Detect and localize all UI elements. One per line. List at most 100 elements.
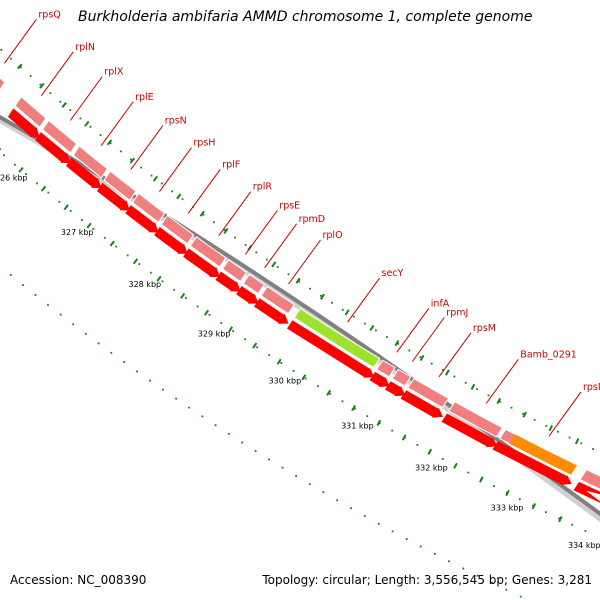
grid-dot [558, 517, 560, 520]
grid-dot [213, 221, 215, 224]
tick-mark [427, 448, 433, 455]
kbp-label-334-kbp: 334 kbp [568, 541, 600, 550]
tick-mark [505, 489, 510, 497]
grid-dot [214, 424, 217, 427]
grid-dot [308, 483, 311, 486]
gene-label-rpmj: rpmJ [446, 308, 468, 319]
grid-dot [266, 258, 268, 261]
grid-dot [201, 415, 204, 418]
grid-dot [47, 191, 50, 194]
grid-dot [545, 424, 548, 427]
grid-dot [256, 346, 259, 349]
leader-rpsd [548, 391, 582, 437]
grid-dot [181, 198, 184, 201]
grid-dot [317, 385, 319, 388]
gene-label-secy: secY [382, 268, 404, 279]
gene-arrow-secy [287, 320, 375, 378]
grid-dot [397, 342, 399, 345]
grid-dot [49, 92, 52, 95]
kbp-label-332-kbp: 332 kbp [415, 464, 448, 473]
grid-dot [363, 322, 366, 325]
grid-dot [366, 415, 369, 417]
tick-mark [84, 120, 90, 127]
gene-arrow-rpmd [236, 286, 259, 304]
grid-dot [92, 228, 95, 230]
grid-dot [149, 379, 151, 382]
grid-dot [22, 284, 24, 286]
grid-dot [79, 117, 82, 120]
leader-rpsn [130, 125, 164, 170]
tick-mark [351, 404, 357, 412]
grid-dot [59, 313, 62, 316]
grid-dot [202, 213, 205, 216]
kbp-labels: 326 kbp 327 kbp 328 kbp 329 kbp 330 kbp 331 k… [0, 174, 600, 550]
tick-mark [180, 292, 186, 299]
tick-mark [531, 503, 537, 510]
gene-block-infa [375, 359, 396, 378]
grid-dot [130, 158, 132, 161]
grid-dot [241, 441, 244, 444]
map-title: Burkholderia ambifaria AMMD chromosome 1… [78, 9, 533, 25]
grid-dot [464, 381, 467, 384]
grid-dot [476, 574, 479, 577]
grid-dot [59, 100, 62, 103]
grid-dot [58, 200, 61, 203]
gene-block-secy [293, 307, 381, 369]
gene-block-rpsn [103, 170, 137, 202]
tick-mark [271, 261, 277, 268]
grid-dot [341, 400, 344, 403]
grid-dot [568, 436, 571, 439]
grid-dot [519, 498, 521, 501]
grid-dot [150, 174, 153, 177]
gene-arrow-rpln [7, 108, 40, 138]
tick-mark [39, 82, 45, 89]
gene-label-rplf: rplF [222, 159, 240, 170]
feature-block-tail [580, 470, 600, 489]
dotted-grid-rings [0, 49, 594, 598]
grid-dot [9, 274, 12, 276]
grid-dot [309, 287, 311, 290]
gene-label-rpse: rpsE [279, 201, 300, 212]
gene-block-rpmj [391, 368, 412, 387]
grid-dot [123, 361, 126, 363]
tick-mark [522, 411, 527, 418]
tick-mark [40, 185, 47, 192]
tick-mark [203, 309, 210, 316]
tick-mark [276, 358, 282, 365]
grid-dot [36, 182, 38, 185]
grid-dot [188, 406, 191, 409]
gene-arrow-rplr [183, 248, 220, 277]
tick-mark [156, 275, 162, 282]
gene-arrow-rpmj [385, 381, 406, 397]
gene-label-rpln: rplN [75, 42, 95, 53]
grid-dot [519, 595, 522, 598]
leader-infa [396, 308, 430, 353]
kbp-label-330-kbp: 330 kbp [269, 377, 302, 386]
accession-label: Accession: NC_008390 [10, 573, 147, 587]
leader-rpln [40, 51, 74, 97]
tick-mark [86, 222, 92, 229]
gene-arrow-rpsn [97, 182, 130, 211]
grid-dot [81, 219, 83, 221]
tick-mark [401, 434, 407, 441]
kbp-label-327-kbp: 327 kbp [61, 228, 94, 237]
gene-arrow-bamb-0291 [441, 413, 498, 448]
grid-dot [138, 263, 141, 265]
leader-rpsq [3, 19, 37, 64]
grid-dot [29, 75, 32, 77]
grid-dot [208, 313, 211, 316]
grid-dot [336, 499, 339, 502]
grid-dot [430, 362, 433, 365]
kbp-label-326-kbp: 326 kbp [0, 174, 28, 183]
kbp-label-329-kbp: 329 kbp [198, 330, 231, 339]
grid-dot [419, 545, 422, 548]
gene-block-rplf [160, 214, 195, 245]
grid-dot [287, 273, 290, 276]
gene-label-rplr: rplR [253, 182, 273, 193]
grid-dot [185, 297, 187, 300]
leader-rpsh [158, 147, 192, 192]
grid-dot [557, 430, 559, 433]
tick-mark [228, 326, 234, 333]
grid-dot [592, 448, 594, 450]
grid-dot [377, 522, 380, 525]
